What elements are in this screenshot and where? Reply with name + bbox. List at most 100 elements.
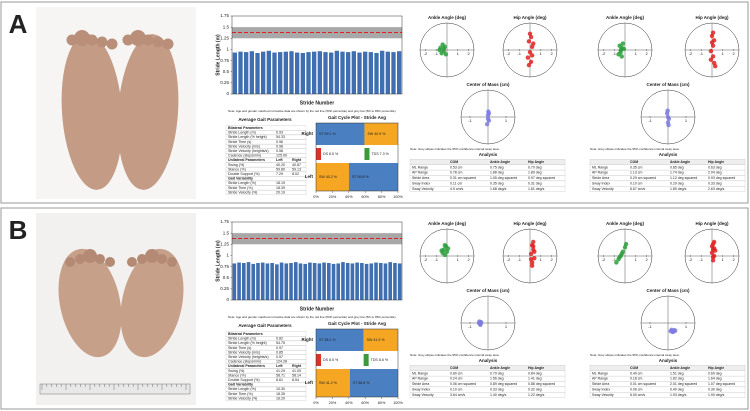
gait-tick-label: 80% [378,195,386,199]
foot-photo [36,213,196,405]
toe [106,38,118,50]
bar [278,52,283,94]
bar [327,263,331,300]
toe [162,38,174,50]
polar-tick-label: 2 [467,51,470,56]
polar-title: Hip Angle (deg) [695,15,729,20]
polar-title: Ankle Angle (deg) [428,221,467,226]
analysis-cell: 0.78 cm [450,171,463,175]
analysis-cell: 1.22 deg/s [528,393,545,397]
table-cell: Stride Velocity (%) [228,396,257,400]
gait-segment [363,329,398,351]
y-tick-label: 0.75 [220,58,229,63]
analysis-row [589,186,746,192]
y-tick-label: 0 [226,91,229,96]
bar [374,262,378,300]
sway-point [665,114,671,120]
table-cell: 41.09 [292,369,301,373]
sway-point [484,122,490,127]
table-cell: Stride Time (s) [228,140,251,144]
table-cell: 0.57 [276,355,283,359]
chart-note: Note: Age and gender matched normative d… [228,109,396,113]
table-cell: Gait Variability [228,383,253,387]
sway-point [711,239,717,245]
sway-point [710,258,716,263]
bar [242,263,246,300]
bar [380,50,385,94]
table-cell: 8.61 [276,378,283,382]
table-cell: 0.93 [276,131,283,135]
bar [397,263,402,300]
polar-tick-label: -2 [507,51,511,56]
sway-point [441,46,446,52]
analysis-cell: 0.84 deg [528,371,542,375]
analysis-cell: 3.64 cm/s [450,393,465,397]
table-cell: Cadence (steps/min) [228,154,261,158]
polar-title: Hip Angle (deg) [695,221,729,226]
table-cell: 54.33 [276,135,285,139]
analysis-cell: Stride Area [592,382,609,386]
table-cell: Stride Velocity (m/s) [228,350,260,354]
analysis-row [409,164,566,171]
gait-tick-label: 40% [345,195,353,199]
analysis-row [409,370,566,377]
table-cell: Cadence (steps/min) [228,360,261,364]
table-cell: Stride Length (%) [228,387,256,391]
polar-title: Center of Mass (cm) [466,288,510,293]
toe [137,254,147,264]
analysis-cell: 1.41 deg [528,377,542,381]
table-cell: Swing (%) [228,163,244,167]
analysis-cell: AP Range [592,171,608,175]
bar [331,263,336,300]
table-cell: 0.58 [276,149,283,153]
bar [393,263,397,300]
toe [152,36,164,48]
polar-tick-label: -1 [648,118,652,123]
gait-segment [364,123,398,145]
table-cell: Double Support (%) [228,378,260,382]
gait-segment-label: TDS 8.6 % [371,358,389,362]
bar [303,263,307,300]
sway-point [528,257,534,262]
polar-tick-label: 1 [722,51,725,56]
y-tick-label: 0.5 [223,69,230,74]
analysis-cell: Sway Velocity [412,393,434,397]
gait-tick-label: 20% [329,401,337,405]
bar [260,262,265,300]
bar [308,262,312,300]
table-cell: Stride Time (s) [228,346,251,350]
analysis-title: Analysis [659,152,678,157]
polar-tick-label: -2 [424,51,428,56]
bar [265,263,270,300]
y-tick-label: 1.25 [220,35,229,40]
gait-tick-label: 100% [393,401,403,405]
table-cell: 16.20 [276,396,285,400]
table-cell: Bilateral Parameters [228,126,263,130]
polar-title: Center of Mass (cm) [646,288,690,293]
polar-tick-label: 1 [540,51,543,56]
analysis-title: Analysis [659,358,678,363]
chart-note: Note: Age and gender matched normative d… [228,315,396,319]
gait-row-label: Left [305,174,314,179]
bar [369,263,374,300]
toe [74,30,90,46]
analysis-cell: 1.88 deg [490,171,504,175]
bar [391,52,396,94]
gait-segment [316,329,364,351]
sway-point [623,241,629,247]
gait-segment-label: SW 40.9 % [367,132,386,136]
analysis-cell: 6.00 cm/s [630,393,645,397]
sway-point [708,48,714,54]
polar-tick-label: 1 [635,51,638,56]
gait-segment-label: SW 41.9 % [367,338,386,342]
polar-title: Center of Mass (cm) [646,82,690,87]
table-cell: 10.30 [276,387,285,391]
analysis-cell: Sway Index [412,388,430,392]
gait-segment-label: SW 40.2 % [319,175,338,179]
ruler [39,383,191,395]
analysis-cell: 0.40 deg [670,388,684,392]
analysis-cell: Ankle Angle [670,366,690,370]
bar [293,262,298,300]
analysis-cell: Sway Velocity [412,187,434,191]
bar [255,52,260,94]
